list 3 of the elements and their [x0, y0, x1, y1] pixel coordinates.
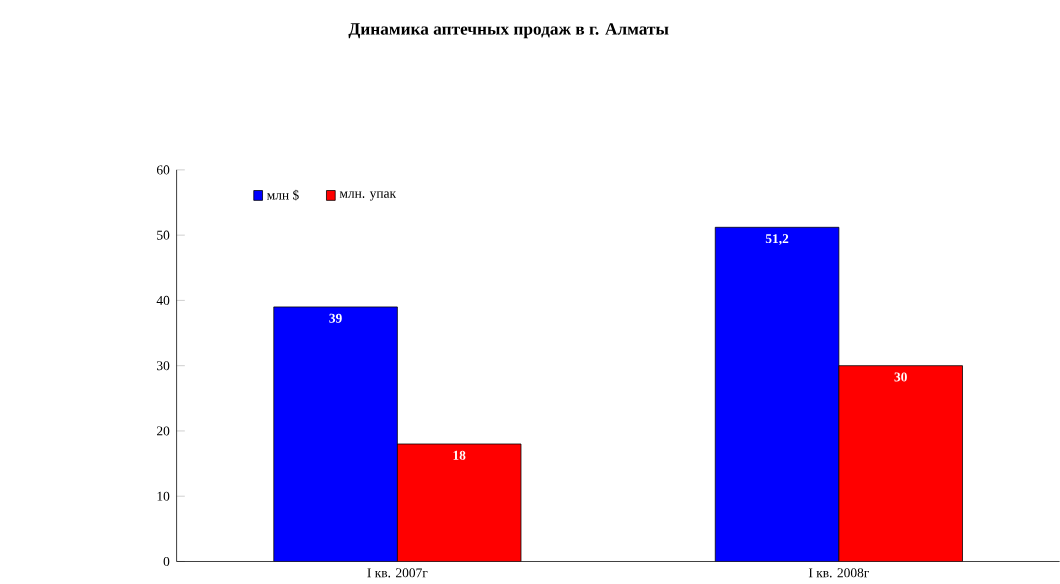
bar — [273, 307, 398, 562]
chart-title: Динамика аптечных продаж в г. Алматы — [348, 23, 669, 39]
bar — [714, 227, 840, 562]
